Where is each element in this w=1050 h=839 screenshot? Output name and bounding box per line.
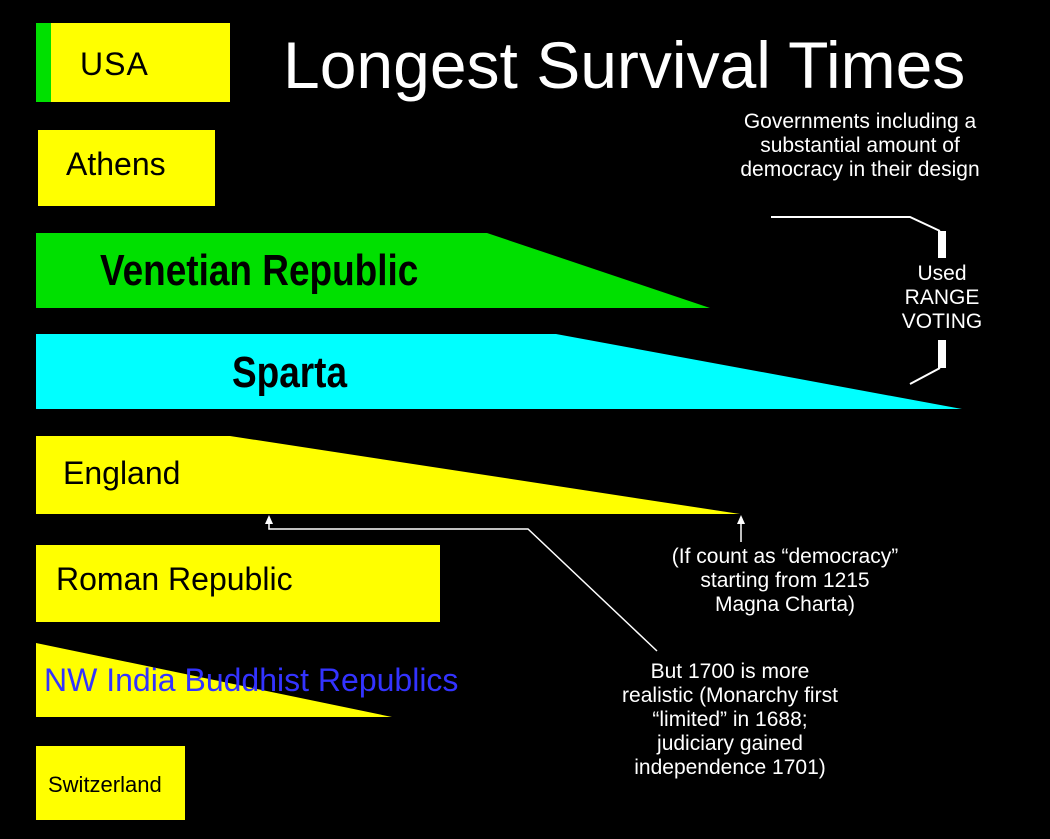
realistic-1700-note: But 1700 is more realistic (Monarchy fir… — [622, 660, 838, 779]
label-switzerland: Switzerland — [48, 772, 162, 797]
label-sparta: Sparta — [232, 348, 348, 397]
bar-india — [36, 643, 392, 717]
bar-venice — [36, 233, 710, 308]
range-voting-bracket — [771, 216, 946, 385]
magna-charta-note: (If count as “democracy” starting from 1… — [671, 545, 899, 616]
bar-sparta — [36, 334, 962, 409]
subtitle-note: Governments including a substantial amou… — [740, 110, 980, 181]
bar-usa — [36, 23, 230, 102]
bar-athens — [38, 130, 215, 206]
arrowhead-1700 — [265, 515, 273, 524]
label-venetian-republic: Venetian Republic — [100, 246, 419, 295]
bar-switzerland — [36, 746, 185, 820]
label-usa: USA — [80, 46, 149, 82]
label-nw-india: NW India Buddhist Republics — [44, 662, 459, 698]
label-athens: Athens — [66, 146, 166, 182]
bar-rome — [36, 545, 440, 622]
page-title: Longest Survival Times — [283, 28, 966, 102]
bar-usa-accent — [36, 23, 51, 102]
arrowhead-1215 — [737, 515, 745, 524]
bar-england — [36, 436, 740, 514]
label-england: England — [63, 455, 181, 491]
range-voting-note: Used RANGE VOTING — [901, 262, 983, 333]
england-pointer-lines — [268, 522, 742, 652]
label-roman-republic: Roman Republic — [56, 561, 293, 597]
